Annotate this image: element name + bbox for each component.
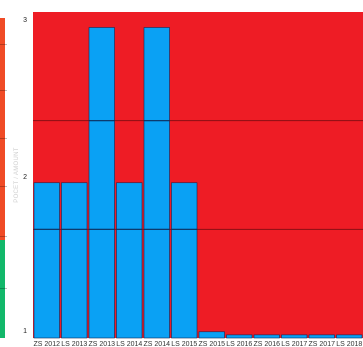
bar [281, 334, 308, 339]
legend-tick [0, 138, 7, 139]
x-tick-label: ZS 2013 [89, 341, 116, 347]
legend-color-red [0, 18, 5, 240]
legend-tick [0, 90, 7, 91]
legend-tick [0, 44, 7, 45]
bar [226, 334, 253, 339]
bar [116, 182, 143, 339]
y-axis: 1 2 3 [23, 17, 27, 335]
x-tick-label: LS 2017 [281, 341, 307, 347]
x-tick-label: ZS 2012 [34, 341, 61, 347]
x-tick-label: LS 2015 [171, 341, 197, 347]
x-tick-label: ZS 2014 [144, 341, 171, 347]
x-tick-label: ZS 2017 [309, 341, 336, 347]
x-tick-label: LS 2016 [226, 341, 252, 347]
x-axis: ZS 2012 LS 2013 ZS 2013 LS 2014 ZS 2014 LS 20… [34, 341, 363, 347]
y-tick-label: 1 [23, 328, 27, 335]
x-tick-label: LS 2018 [336, 341, 362, 347]
bars [33, 27, 363, 339]
bar [336, 334, 363, 339]
x-tick-label: LS 2014 [116, 341, 142, 347]
bar [308, 334, 335, 339]
bar [33, 182, 60, 339]
bar [198, 331, 225, 339]
y-tick-label: 2 [23, 174, 27, 181]
legend-color-green [0, 240, 5, 338]
plot-background [33, 12, 363, 338]
bar [88, 27, 115, 339]
bar [171, 182, 198, 339]
bar [61, 182, 88, 339]
x-tick-label: LS 2013 [61, 341, 87, 347]
x-tick-label: ZS 2016 [254, 341, 281, 347]
legend-tick [0, 288, 7, 289]
y-tick-label: 3 [23, 17, 27, 24]
bar [143, 27, 170, 339]
x-tick-label: ZS 2015 [199, 341, 226, 347]
left-legend-strip [0, 18, 7, 338]
legend-tick [0, 186, 7, 187]
grid-lines [33, 120, 363, 230]
y-axis-label: POCET / AMOUNT [14, 147, 20, 202]
legend-tick [0, 236, 7, 237]
bar [253, 334, 280, 339]
